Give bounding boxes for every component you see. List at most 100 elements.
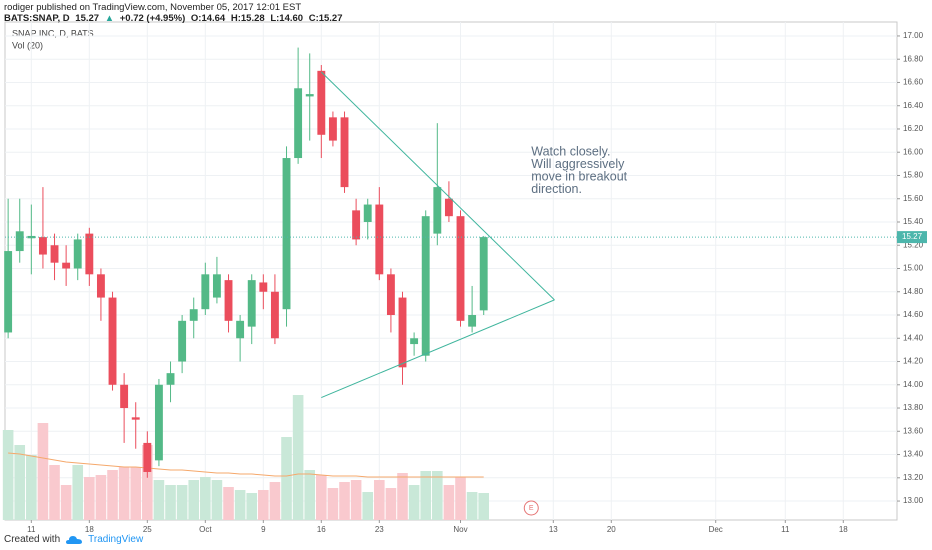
y-tick-label: 13.40	[903, 450, 924, 459]
candle-body	[270, 291, 279, 339]
y-tick-label: 13.00	[903, 496, 924, 505]
volume-legend: Vol (20)	[12, 40, 43, 50]
arrow: ▲	[104, 13, 115, 24]
close: C:15.27	[308, 13, 343, 24]
volume-bar	[84, 477, 95, 520]
last-price-tag	[897, 231, 927, 244]
candle-body	[224, 280, 233, 321]
candle-body	[456, 216, 465, 321]
event-marker	[523, 500, 539, 516]
y-tick-label: 16.00	[903, 147, 924, 156]
candle-body	[398, 297, 407, 368]
y-tick-label: 14.40	[903, 333, 924, 342]
volume-bar	[26, 455, 37, 520]
volume-ma	[8, 452, 484, 478]
footer: Created with TradingView	[4, 534, 143, 545]
x-tick-label: 25	[143, 525, 152, 532]
y-tick-label: 14.80	[903, 287, 924, 296]
volume-bar	[246, 493, 258, 520]
candle-body	[421, 216, 430, 356]
volume-bar	[188, 480, 200, 520]
candle-body	[479, 237, 488, 311]
candle-body	[166, 373, 175, 385]
open: O:14.64	[190, 13, 226, 24]
trendline	[320, 71, 555, 301]
candle-body	[38, 237, 47, 255]
volume-bar	[176, 485, 188, 520]
candle-body	[386, 274, 395, 316]
volume-bar	[281, 437, 292, 520]
y-tick-label: 13.20	[903, 473, 924, 482]
volume-bar	[60, 485, 72, 520]
x-tick-label: Oct	[199, 525, 212, 532]
candle-body	[433, 187, 442, 234]
candle-body	[317, 70, 326, 135]
logo	[66, 535, 83, 544]
candle-body	[189, 309, 198, 321]
volume-bar	[455, 477, 466, 520]
x-tick-label: 18	[839, 525, 848, 532]
candle-body	[468, 315, 477, 327]
volume-bar	[14, 445, 26, 520]
volume-bar	[200, 477, 211, 520]
volume-bar	[385, 488, 397, 520]
byline: rodiger published on TradingView.com, No…	[4, 2, 304, 13]
y-tick-label: 16.60	[903, 78, 924, 87]
annotation: Watch closely.	[531, 145, 610, 159]
y-tick-label: 14.20	[903, 357, 924, 366]
chart: SNAP INC, D, BATS Vol (20) 13.00 13.20 13.…	[2, 21, 927, 532]
y-tick-label: 13.60	[903, 426, 924, 435]
volume-bar	[165, 485, 176, 520]
candle-body	[108, 297, 117, 385]
volume-bar	[211, 480, 223, 520]
annotation: Will aggressively	[531, 157, 625, 171]
candle-body	[201, 274, 210, 310]
candle-body	[178, 320, 187, 362]
y-tick-label: 16.80	[903, 54, 924, 63]
x-tick-label: 11	[27, 525, 36, 532]
volume-bar	[443, 485, 455, 520]
volume-bar	[258, 490, 269, 520]
candle-body	[328, 117, 337, 141]
plot-frame	[4, 21, 898, 521]
byline-text: rodiger published on TradingView.com, No…	[4, 2, 302, 13]
volume-bar	[49, 465, 60, 520]
x-tick-label: 23	[375, 525, 384, 532]
candle-body	[305, 94, 314, 97]
volume-bar	[107, 470, 118, 520]
volume-bar	[408, 485, 420, 520]
volume-bar	[466, 492, 478, 520]
x-tick-label: 13	[549, 525, 558, 532]
quote-line: BATS:SNAP, D 15.27 ▲ +0.72 (+4.95%) O:14…	[4, 13, 346, 24]
chart-title: SNAP INC, D, BATS	[12, 28, 94, 38]
change: +0.72 (+4.95%)	[119, 13, 186, 24]
y-tick-label: 13.80	[903, 403, 924, 412]
candle-body	[247, 280, 256, 327]
candle-body	[120, 384, 129, 409]
x-tick-label: 9	[261, 525, 266, 532]
volume-bar	[72, 465, 84, 520]
volume-bar	[362, 492, 374, 520]
brand: TradingView	[88, 534, 144, 545]
candle-body	[131, 417, 140, 420]
volume-bar	[95, 475, 107, 520]
volume-bar	[269, 482, 281, 520]
last-price-label: 15.27	[902, 232, 923, 241]
annotation: move in breakout	[531, 170, 627, 184]
volume-bar	[327, 488, 339, 520]
trendline	[321, 299, 555, 399]
y-tick-label: 15.40	[903, 217, 924, 226]
volume-bar	[432, 471, 443, 520]
candle-body	[73, 239, 82, 269]
candle-body	[212, 274, 221, 298]
candle-body	[15, 231, 24, 252]
candle-body	[96, 274, 105, 298]
y-tick-label: 15.20	[903, 240, 924, 249]
volume-bar	[420, 471, 432, 520]
symbol: BATS:SNAP, D	[4, 13, 70, 24]
volume-bar	[223, 487, 234, 520]
candle-body	[375, 204, 384, 275]
high: H:15.28	[230, 13, 265, 24]
volume-bar	[304, 470, 316, 520]
